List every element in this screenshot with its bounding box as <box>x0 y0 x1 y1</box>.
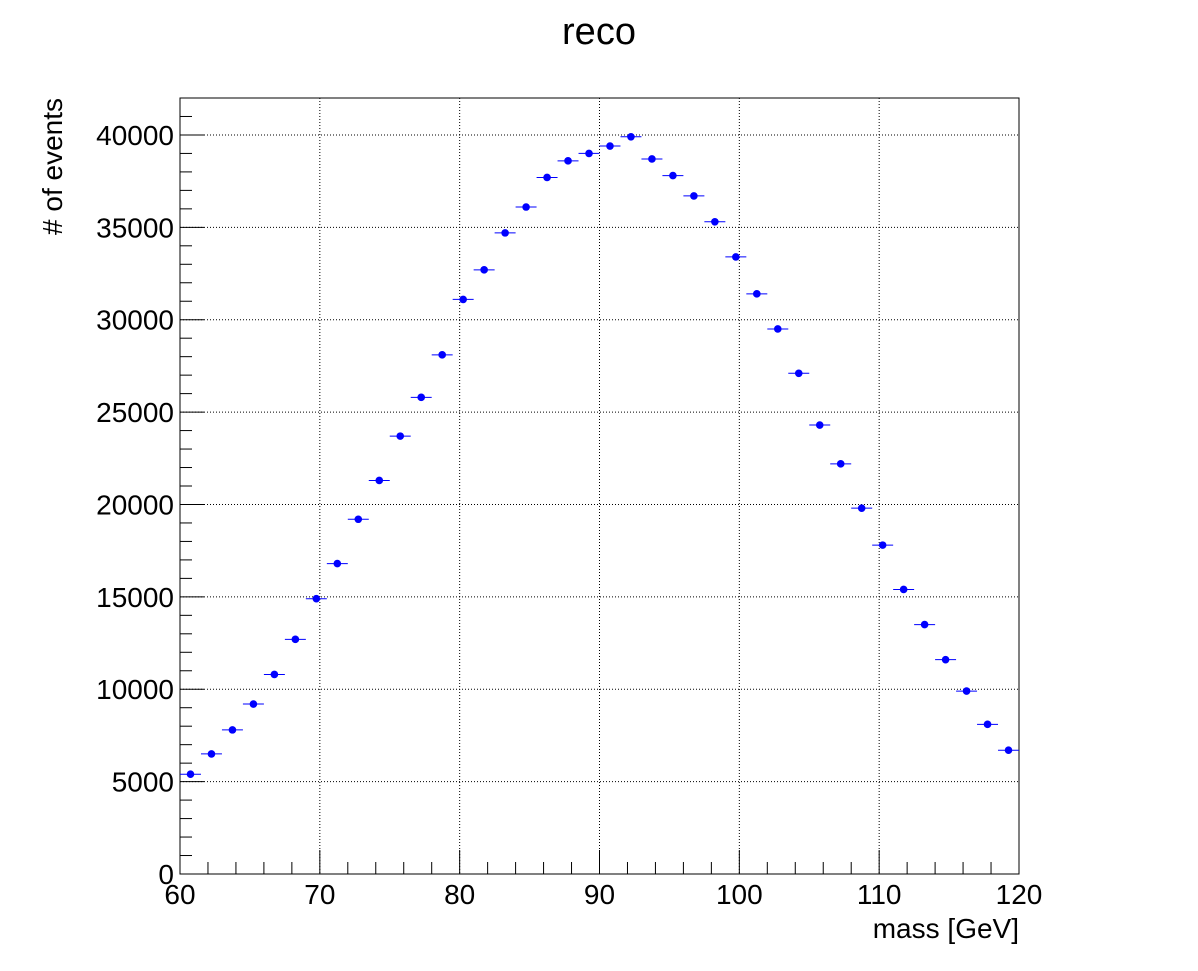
tick-labels: 60 70 80 90 100 110 120 0 5000 10000 15000 20000 250… <box>96 120 1042 910</box>
data-point <box>375 476 384 485</box>
axis-ticks <box>179 97 1020 875</box>
data-point <box>920 620 929 629</box>
data-point <box>878 541 887 549</box>
y-tick-label: 0 <box>158 859 174 890</box>
data-point <box>815 421 824 429</box>
data-point <box>669 171 677 180</box>
data-point <box>501 229 509 237</box>
data-point <box>207 750 216 758</box>
data-point <box>249 700 258 708</box>
data-point <box>857 504 866 512</box>
data-point <box>228 726 237 734</box>
data-points <box>180 133 1019 779</box>
data-point <box>753 290 761 298</box>
data-point <box>333 559 342 568</box>
data-point <box>1004 746 1013 755</box>
x-tick-label: 70 <box>304 879 335 910</box>
data-point <box>690 192 698 200</box>
data-point <box>794 369 803 378</box>
y-tick-label: 30000 <box>96 305 174 336</box>
data-point <box>711 217 719 226</box>
data-point <box>459 295 467 304</box>
data-point <box>732 253 740 261</box>
data-point <box>585 149 593 158</box>
data-point <box>417 393 426 402</box>
data-point <box>627 133 635 141</box>
data-point <box>899 585 908 594</box>
x-tick-label: 120 <box>996 879 1043 910</box>
data-point <box>186 770 195 779</box>
data-point <box>354 515 363 524</box>
data-point <box>564 157 572 165</box>
y-tick-label: 15000 <box>96 582 174 613</box>
x-axis-label: mass [GeV] <box>873 913 1019 944</box>
y-tick-label: 5000 <box>112 767 174 798</box>
x-tick-label: 100 <box>716 879 763 910</box>
y-tick-label: 35000 <box>96 212 174 243</box>
y-tick-label: 10000 <box>96 674 174 705</box>
data-point <box>543 173 551 182</box>
y-tick-label: 20000 <box>96 489 174 520</box>
data-point <box>480 266 488 274</box>
data-point <box>270 670 279 679</box>
data-point <box>648 155 656 163</box>
data-point <box>291 635 300 644</box>
x-tick-label: 80 <box>444 879 475 910</box>
data-point <box>773 325 782 333</box>
data-point <box>836 460 845 468</box>
x-tick-label: 110 <box>857 879 902 910</box>
y-tick-label: 40000 <box>96 120 174 151</box>
grid <box>180 98 1019 874</box>
y-tick-label: 25000 <box>96 397 174 428</box>
data-point <box>962 687 971 695</box>
data-point <box>396 432 405 440</box>
y-axis-label: # of events <box>37 98 68 235</box>
data-point <box>983 720 992 729</box>
data-point <box>941 655 950 664</box>
data-point <box>438 351 446 359</box>
x-tick-label: 60 <box>164 879 195 910</box>
data-point <box>606 142 614 150</box>
chart-title: reco <box>562 11 636 53</box>
x-tick-label: 90 <box>584 879 615 910</box>
data-point <box>522 203 530 211</box>
data-point <box>312 594 321 603</box>
